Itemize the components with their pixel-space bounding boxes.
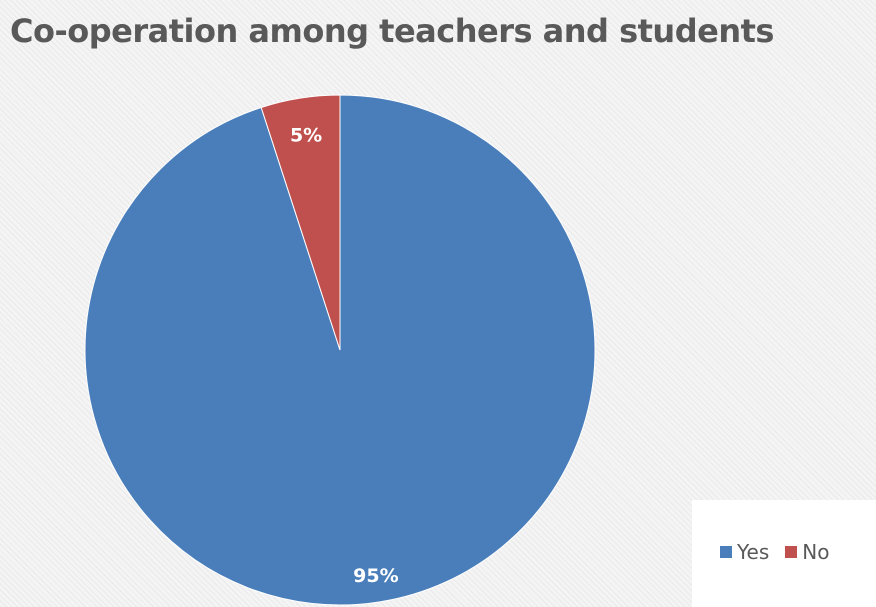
chart-title: Co-operation among teachers and students	[10, 12, 774, 50]
legend-entry-yes: Yes	[720, 540, 769, 564]
pie-slice-no	[260, 94, 341, 351]
legend-label-no: No	[802, 540, 830, 564]
data-label-no: 5%	[290, 124, 322, 146]
legend-entry-no: No	[785, 540, 830, 564]
legend-swatch-no	[785, 546, 798, 558]
legend-label-yes: Yes	[737, 540, 770, 564]
legend-swatch-yes	[720, 546, 732, 558]
legend: Yes No	[692, 500, 876, 607]
pie-slice-yes	[84, 94, 596, 606]
data-label-yes: 95%	[353, 565, 398, 587]
